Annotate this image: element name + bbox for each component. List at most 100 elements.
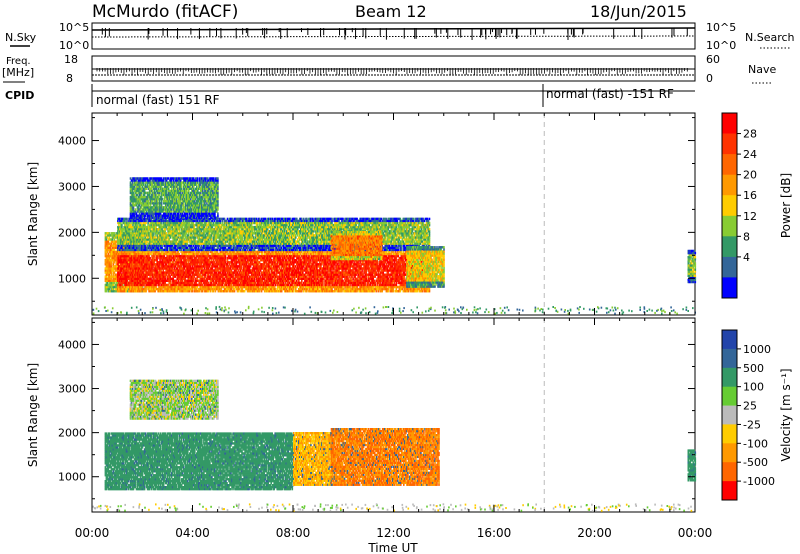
data-cell — [254, 278, 256, 280]
data-cell — [289, 265, 291, 267]
data-cell — [236, 259, 238, 261]
data-cell — [234, 288, 236, 290]
data-cell — [192, 265, 194, 267]
data-cell — [313, 253, 315, 255]
data-cell — [186, 253, 188, 255]
data-cell — [140, 290, 142, 292]
data-cell — [211, 282, 213, 284]
data-cell — [225, 255, 227, 257]
data-cell — [258, 253, 260, 255]
data-cell — [114, 261, 116, 263]
data-cell — [151, 271, 153, 273]
data-cell — [286, 259, 288, 261]
data-cell — [149, 257, 151, 259]
data-cell — [241, 265, 243, 267]
data-cell — [300, 253, 302, 255]
data-cell — [220, 271, 222, 273]
data-cell — [209, 259, 211, 261]
data-cell — [239, 288, 241, 290]
data-cell — [208, 253, 210, 255]
data-cell — [283, 282, 285, 284]
data-cell — [156, 259, 158, 261]
data-cell — [155, 284, 157, 286]
data-cell — [114, 282, 116, 284]
data-cell — [245, 259, 247, 261]
data-cell — [212, 271, 214, 273]
data-cell — [221, 288, 223, 290]
data-cell — [158, 265, 160, 267]
data-cell — [210, 290, 212, 292]
cpid-segment-1: normal (fast) 151 RF — [96, 93, 220, 107]
data-cell — [139, 288, 141, 290]
data-cell — [189, 290, 191, 292]
data-cell — [234, 290, 236, 292]
data-cell — [262, 253, 264, 255]
data-cell — [216, 282, 218, 284]
data-cell — [274, 271, 276, 273]
data-cell — [161, 288, 163, 290]
data-cell — [109, 288, 111, 290]
data-cell — [261, 290, 263, 292]
data-cell — [228, 265, 230, 267]
data-cell — [271, 259, 273, 261]
data-cell — [301, 290, 303, 292]
data-cell — [217, 265, 219, 267]
data-cell — [196, 288, 198, 290]
data-cell — [237, 271, 239, 273]
data-cell — [111, 271, 113, 273]
nave-tick-top: 60 — [706, 53, 720, 66]
data-cell — [180, 259, 182, 261]
nsky-tick-bottom: 10^0 — [59, 39, 89, 52]
data-cell — [306, 253, 308, 255]
data-cell — [342, 280, 344, 282]
data-cell — [109, 232, 111, 234]
data-cell — [128, 259, 130, 261]
data-cell — [119, 265, 121, 267]
data-cell — [233, 274, 235, 276]
data-cell — [301, 259, 303, 261]
data-cell — [126, 259, 128, 261]
data-cell — [275, 284, 277, 286]
freq-tick-top: 18 — [64, 53, 78, 66]
data-cell — [142, 271, 144, 273]
nave-label: Nave — [748, 63, 776, 76]
data-cell — [108, 253, 110, 255]
data-cell — [334, 290, 336, 292]
data-cell — [307, 267, 309, 269]
data-cell — [213, 290, 215, 292]
data-cell — [213, 259, 215, 261]
data-cell — [180, 265, 182, 267]
freq-tick-bottom: 8 — [66, 72, 73, 85]
data-cell — [125, 290, 127, 292]
data-cell — [310, 259, 312, 261]
data-cell — [244, 290, 246, 292]
data-cell — [190, 265, 192, 267]
data-cell — [139, 253, 141, 255]
data-cell — [333, 265, 335, 267]
data-cell — [227, 259, 229, 261]
data-cell — [159, 282, 161, 284]
data-cell — [137, 265, 139, 267]
data-cell — [225, 259, 227, 261]
data-cell — [114, 232, 116, 234]
data-cell — [196, 282, 198, 284]
data-cell — [332, 282, 334, 284]
data-cell — [123, 253, 125, 255]
nsky-panel — [92, 23, 695, 49]
data-cell — [277, 288, 279, 290]
nsearch-label: N.Search — [745, 31, 795, 44]
data-cell — [164, 282, 166, 284]
data-cell — [193, 271, 195, 273]
data-cell — [259, 290, 261, 292]
data-cell — [275, 288, 277, 290]
nsearch-tick-top: 10^5 — [706, 21, 736, 34]
data-cell — [290, 253, 292, 255]
data-cell — [106, 253, 108, 255]
data-cell — [106, 290, 108, 292]
data-cell — [205, 274, 207, 276]
data-cell — [126, 288, 128, 290]
data-cell — [111, 261, 113, 263]
data-cell — [331, 288, 333, 290]
data-cell — [269, 271, 271, 273]
data-cell — [209, 265, 211, 267]
